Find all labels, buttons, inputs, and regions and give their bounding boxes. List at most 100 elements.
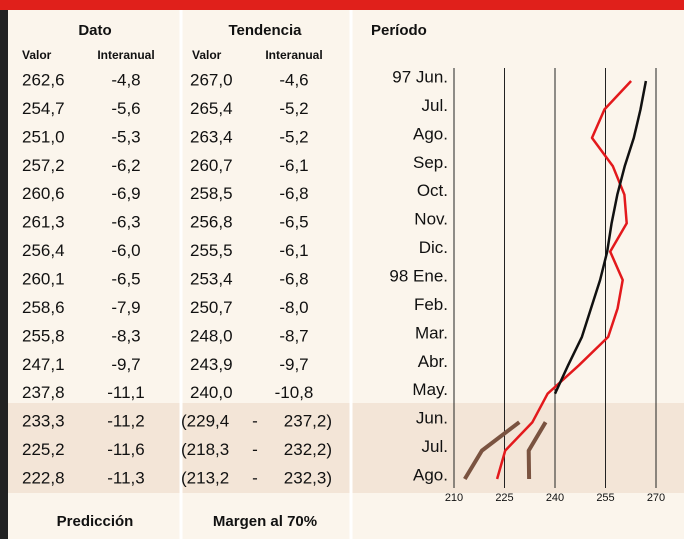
- header: Período: [371, 22, 427, 39]
- cell: -9,7: [111, 355, 140, 374]
- cell: 262,6: [22, 70, 65, 89]
- y-tick-label: Abr.: [418, 352, 448, 371]
- cell: -8,3: [111, 326, 140, 345]
- cell: (229,4: [181, 412, 229, 431]
- cell: (213,2: [181, 469, 229, 488]
- y-tick-label: Jul.: [422, 437, 448, 456]
- cell: -10,8: [275, 383, 314, 402]
- cell: 253,4: [190, 269, 233, 288]
- cell: -: [252, 440, 258, 459]
- series-line: [553, 80, 648, 395]
- cell: -11,1: [107, 383, 145, 402]
- cell: -6,1: [279, 156, 308, 175]
- cell: -4,6: [279, 70, 308, 89]
- cell: -11,6: [107, 440, 145, 459]
- cell: -: [252, 412, 258, 431]
- title-bar: [0, 0, 684, 10]
- cell: 232,2): [284, 440, 332, 459]
- cell: 258,5: [190, 184, 233, 203]
- prediction-band: [0, 403, 684, 493]
- cell: 260,6: [22, 184, 65, 203]
- cell: 237,8: [22, 383, 65, 402]
- y-tick-label: 97 Jun.: [392, 67, 448, 86]
- cell: 222,8: [22, 469, 65, 488]
- cell: 263,4: [190, 127, 233, 146]
- x-tick-label: 225: [495, 492, 513, 504]
- cell: -8,0: [279, 298, 308, 317]
- cell: 265,4: [190, 99, 233, 118]
- cell: -6,1: [279, 241, 308, 260]
- cell: 250,7: [190, 298, 233, 317]
- cell: 233,3: [22, 412, 65, 431]
- cell: 255,5: [190, 241, 233, 260]
- y-tick-label: 98 Ene.: [389, 266, 448, 285]
- y-tick-label: Jul.: [422, 96, 448, 115]
- y-tick-label: Feb.: [414, 295, 448, 314]
- cell: -7,9: [111, 298, 140, 317]
- cell: -9,7: [279, 355, 308, 374]
- subheader: Interanual: [97, 48, 154, 62]
- cell: -5,3: [111, 127, 140, 146]
- y-tick-label: Ago.: [413, 466, 448, 485]
- cell: -5,2: [279, 127, 308, 146]
- cell: 237,2): [284, 412, 332, 431]
- subheader: Valor: [192, 48, 222, 62]
- cell: 257,2: [22, 156, 65, 175]
- x-tick-label: 240: [546, 492, 564, 504]
- cell: -6,8: [279, 269, 308, 288]
- cell: -6,5: [279, 213, 308, 232]
- cell: -5,6: [111, 99, 140, 118]
- series-line: [526, 421, 548, 480]
- cell: -11,2: [107, 412, 145, 431]
- x-tick-label: 255: [596, 492, 614, 504]
- cell: 248,0: [190, 326, 233, 345]
- footer: Predicción: [57, 513, 134, 530]
- cell: -6,5: [111, 269, 140, 288]
- cell: 254,7: [22, 99, 65, 118]
- left-border: [0, 10, 8, 539]
- series-line: [495, 80, 633, 480]
- cell: -6,9: [111, 184, 140, 203]
- cell: 267,0: [190, 70, 233, 89]
- y-tick-label: Sep.: [413, 153, 448, 172]
- series-line: [463, 420, 521, 481]
- y-tick-label: Ago.: [413, 124, 448, 143]
- cell: 261,3: [22, 213, 65, 232]
- cell: 232,3): [284, 469, 332, 488]
- cell: 225,2: [22, 440, 65, 459]
- cell: -4,8: [111, 70, 140, 89]
- cell: 240,0: [190, 383, 233, 402]
- cell: 256,4: [22, 241, 65, 260]
- cell: 260,7: [190, 156, 233, 175]
- cell: 243,9: [190, 355, 233, 374]
- cell: 251,0: [22, 127, 65, 146]
- cell: -6,8: [279, 184, 308, 203]
- y-tick-label: Dic.: [419, 238, 448, 257]
- cell: 256,8: [190, 213, 233, 232]
- x-tick-label: 270: [647, 492, 665, 504]
- x-tick-label: 210: [445, 492, 463, 504]
- header: Tendencia: [228, 22, 302, 39]
- cell: 247,1: [22, 355, 65, 374]
- cell: 255,8: [22, 326, 65, 345]
- cell: -6,0: [111, 241, 140, 260]
- cell: (218,3: [181, 440, 229, 459]
- y-tick-label: Nov.: [414, 210, 448, 229]
- subheader: Interanual: [265, 48, 322, 62]
- cell: -11,3: [107, 469, 145, 488]
- cell: -: [252, 469, 258, 488]
- footer: Margen al 70%: [213, 513, 317, 530]
- cell: -5,2: [279, 99, 308, 118]
- cell: 258,6: [22, 298, 65, 317]
- cell: 260,1: [22, 269, 65, 288]
- y-tick-label: Mar.: [415, 323, 448, 342]
- y-tick-label: Jun.: [416, 409, 448, 428]
- cell: -6,3: [111, 213, 140, 232]
- y-tick-label: Oct.: [417, 181, 448, 200]
- cell: -8,7: [279, 326, 308, 345]
- y-tick-label: May.: [412, 380, 448, 399]
- cell: -6,2: [111, 156, 140, 175]
- header: Dato: [78, 22, 111, 39]
- subheader: Valor: [22, 48, 52, 62]
